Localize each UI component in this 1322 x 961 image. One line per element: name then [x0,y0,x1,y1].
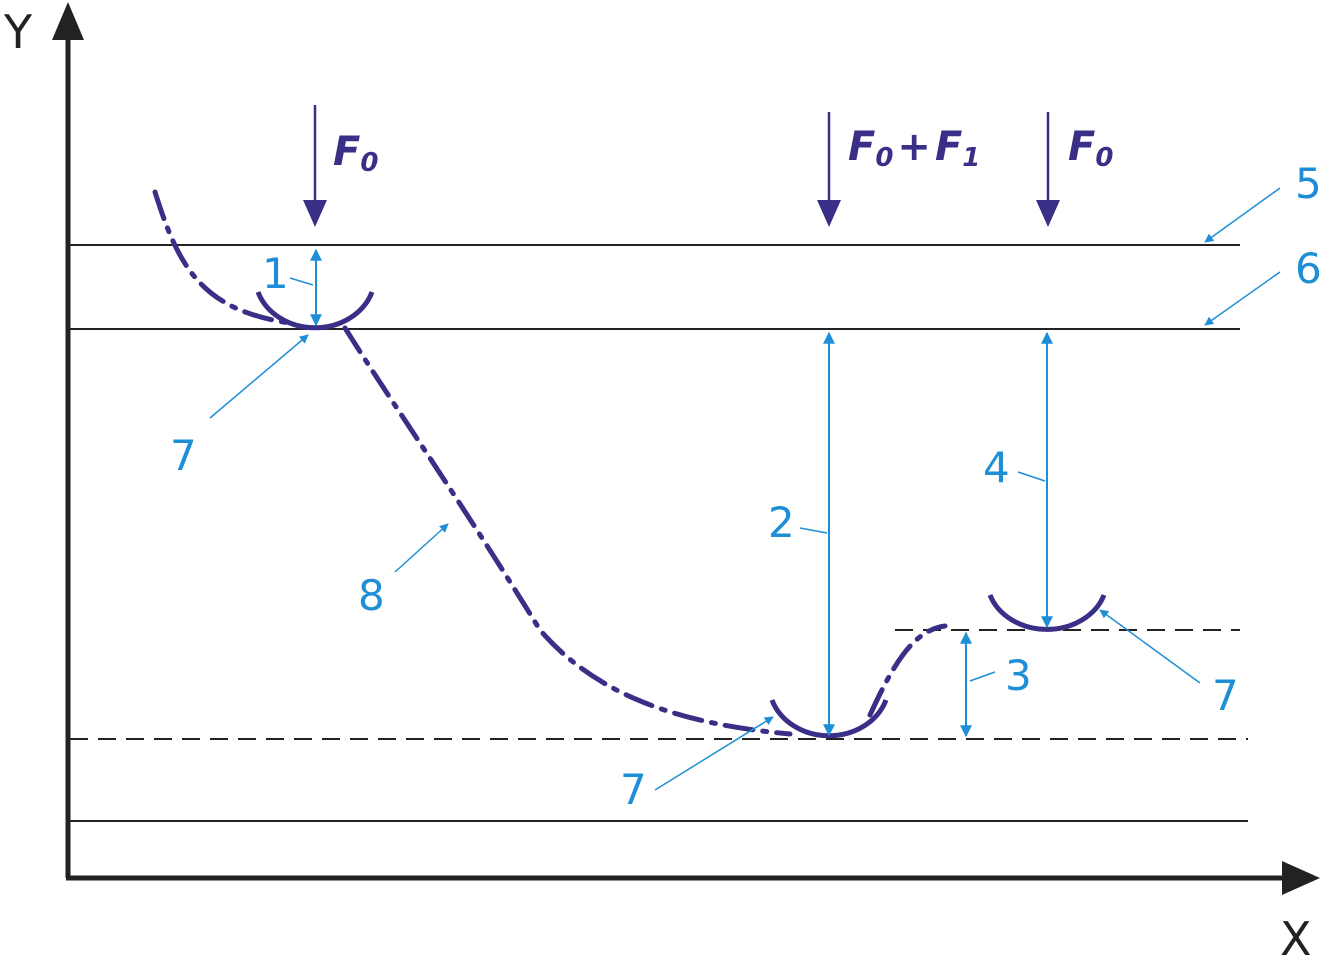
leader-line-8 [394,523,449,573]
leader-line-7-left [209,334,309,419]
force-arrow-right-head [1036,200,1060,227]
callout-8: 8 [358,571,385,620]
semicircle-indenter-icon [987,594,1107,632]
callout-7-right: 7 [1212,671,1239,720]
leader-line-3 [969,671,996,682]
x-axis-label: X [1280,912,1312,961]
leader-line-1 [289,277,314,286]
reference-lines [70,244,1248,822]
force-label-right: F0 [1068,124,1113,173]
leader-line-7-bottom [654,716,774,791]
leader-line-2 [799,527,828,534]
x-axis-arrowhead [1282,861,1320,895]
callout-2: 2 [768,498,795,547]
leader-line-7-right [1099,609,1201,684]
callout-1: 1 [262,249,289,298]
semicircle-indenter-icon [255,291,375,331]
leader-line-6 [1204,271,1281,326]
force-label-middle: F0 + F1 [848,124,980,173]
y-axis-label: Y [3,5,33,59]
callout-5: 5 [1295,159,1322,208]
callout-7-left: 7 [170,431,197,480]
callout-6: 6 [1295,244,1322,293]
force-arrows [303,105,1060,227]
axes: Y X [3,2,1320,961]
callout-7-bottom: 7 [620,765,647,814]
force-arrow-left-head [303,200,327,227]
callout-3: 3 [1005,651,1032,700]
force-arrow-middle-head [817,200,841,227]
callout-4: 4 [983,443,1010,492]
force-label-left: F0 [333,129,378,178]
leader-lines [209,187,1281,791]
dash-dot-profile-curve [152,189,948,737]
indenters [255,291,1107,739]
callout-numbers: 1 2 3 4 5 6 7 7 7 8 [170,159,1322,814]
dimension-arrows [310,248,1053,738]
y-axis-arrowhead [52,2,84,40]
leader-line-5 [1204,187,1281,243]
leader-line-4 [1017,471,1046,482]
